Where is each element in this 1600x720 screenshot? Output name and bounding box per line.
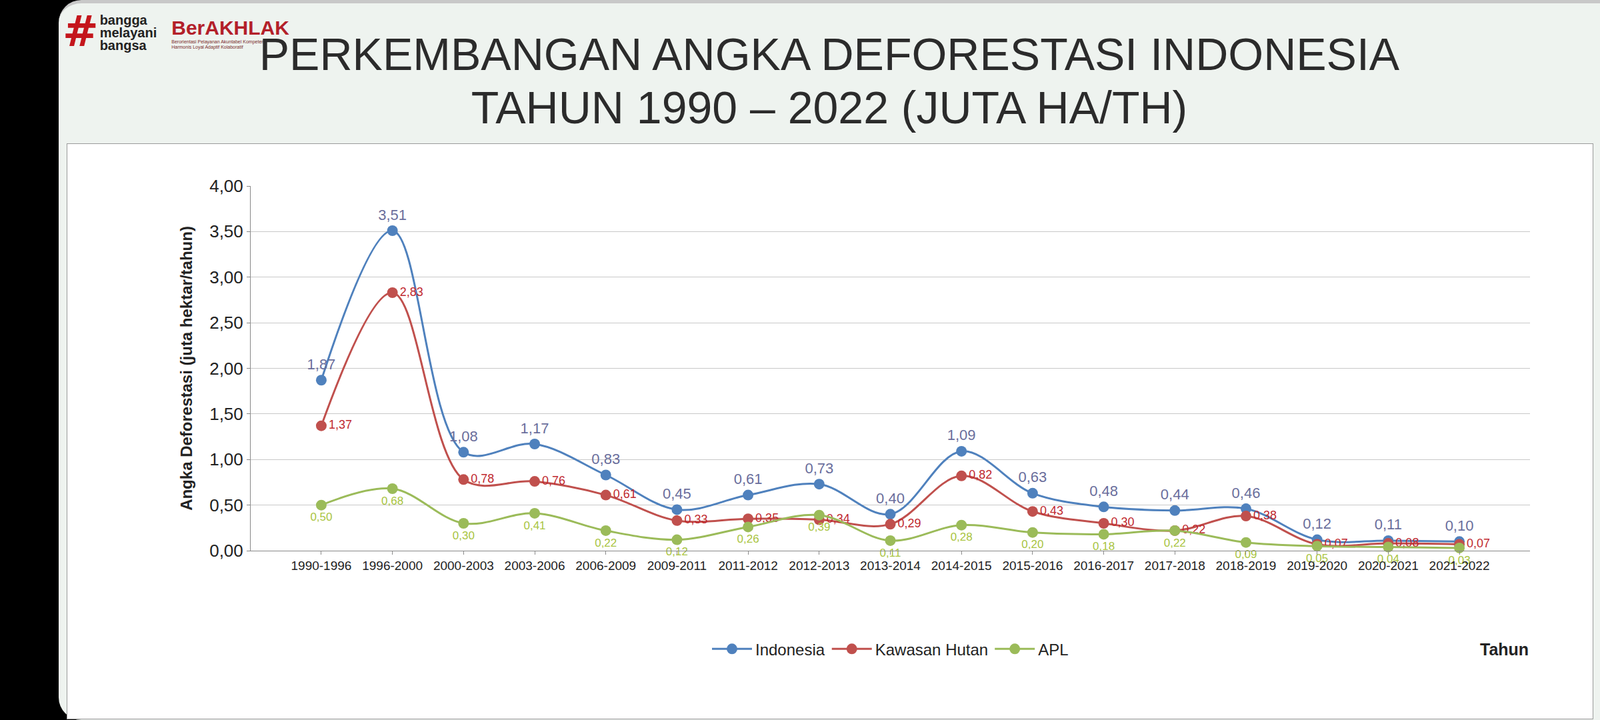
svg-text:0,22: 0,22	[594, 536, 617, 550]
svg-text:0,40: 0,40	[876, 490, 905, 507]
svg-text:0,11: 0,11	[880, 546, 902, 560]
svg-text:3,00: 3,00	[209, 267, 244, 288]
svg-text:0,76: 0,76	[542, 474, 566, 488]
html-text:bangga: bangga	[99, 12, 148, 28]
svg-text:2009-2011: 2009-2011	[647, 558, 707, 573]
svg-text:0,78: 0,78	[470, 472, 494, 486]
svg-text:2021-2022: 2021-2022	[1429, 558, 1490, 573]
svg-text:0,39: 0,39	[808, 520, 830, 534]
svg-text:0,07: 0,07	[1324, 536, 1348, 550]
svg-text:3,50: 3,50	[209, 221, 244, 242]
svg-text:0,11: 0,11	[1374, 516, 1402, 533]
html-text:bangsa: bangsa	[99, 38, 147, 53]
svg-text:2018-2019: 2018-2019	[1216, 558, 1277, 573]
svg-text:0,07: 0,07	[1466, 536, 1490, 550]
svg-text:0,61: 0,61	[734, 470, 763, 488]
svg-text:0,43: 0,43	[1040, 504, 1064, 518]
svg-text:0,83: 0,83	[591, 450, 620, 468]
svg-text:1,08: 1,08	[449, 428, 478, 445]
html-text:Berorientasi Pelayanan Akuntab: Berorientasi Pelayanan Akuntabel Kompete…	[171, 39, 265, 50]
svg-text:0,22: 0,22	[1164, 536, 1186, 550]
svg-text:1,17: 1,17	[520, 420, 550, 437]
svg-text:0,44: 0,44	[1160, 486, 1190, 503]
svg-text:1990-1996: 1990-1996	[291, 558, 352, 573]
svg-text:2015-2016: 2015-2016	[1002, 558, 1063, 573]
svg-text:0,38: 0,38	[1253, 508, 1277, 522]
svg-text:0,04: 0,04	[1377, 552, 1400, 566]
svg-text:0,20: 0,20	[1021, 538, 1044, 551]
svg-text:0,00: 0,00	[209, 540, 244, 561]
svg-text:0,48: 0,48	[1089, 482, 1118, 500]
svg-text:2019-2020: 2019-2020	[1286, 558, 1348, 573]
svg-text:0,08: 0,08	[1395, 536, 1419, 550]
svg-text:Indonesia: Indonesia	[755, 640, 826, 659]
svg-text:4,00: 4,00	[209, 176, 244, 196]
svg-text:2017-2018: 2017-2018	[1144, 558, 1206, 573]
svg-text:Kawasan Hutan: Kawasan Hutan	[875, 640, 988, 659]
svg-text:1,37: 1,37	[328, 418, 352, 432]
svg-text:0,34: 0,34	[826, 512, 850, 526]
html-text:BerAKHLAK: BerAKHLAK	[171, 16, 290, 39]
svg-text:APL: APL	[1038, 640, 1068, 659]
svg-text:2016-2017: 2016-2017	[1073, 558, 1134, 573]
svg-text:0,68: 0,68	[381, 494, 404, 508]
svg-text:0,03: 0,03	[1448, 554, 1471, 567]
svg-text:0,12: 0,12	[1302, 515, 1332, 532]
svg-text:2,83: 2,83	[400, 285, 424, 299]
svg-text:1,00: 1,00	[209, 449, 244, 470]
html-text:melayani: melayani	[99, 25, 157, 40]
svg-text:0,09: 0,09	[1234, 548, 1257, 561]
svg-text:0,50: 0,50	[209, 495, 244, 516]
svg-text:1,50: 1,50	[209, 404, 244, 424]
svg-text:2,00: 2,00	[209, 358, 244, 379]
svg-text:0,63: 0,63	[1018, 468, 1047, 486]
svg-text:0,41: 0,41	[523, 519, 546, 532]
svg-text:0,12: 0,12	[666, 545, 688, 558]
svg-text:2000-2003: 2000-2003	[433, 558, 494, 573]
svg-text:0,05: 0,05	[1306, 552, 1328, 565]
svg-text:0,50: 0,50	[310, 510, 332, 524]
svg-text:2020-2021: 2020-2021	[1358, 558, 1419, 573]
svg-text:0,30: 0,30	[452, 529, 475, 542]
svg-text:0,46: 0,46	[1232, 484, 1261, 502]
svg-text:0,26: 0,26	[737, 532, 760, 546]
svg-text:0,33: 0,33	[684, 512, 708, 526]
svg-text:Angka Deforestasi (juta hektar: Angka Deforestasi (juta hektar/tahun)	[177, 226, 196, 511]
svg-text:0,18: 0,18	[1092, 540, 1115, 553]
svg-text:2012-2013: 2012-2013	[788, 558, 850, 573]
svg-text:0,82: 0,82	[968, 468, 992, 482]
svg-text:0,35: 0,35	[755, 511, 779, 525]
svg-text:0,28: 0,28	[950, 530, 973, 544]
svg-text:2,50: 2,50	[209, 312, 244, 333]
svg-text:0,61: 0,61	[613, 487, 637, 501]
svg-text:0,10: 0,10	[1445, 517, 1474, 534]
svg-text:2011-2012: 2011-2012	[718, 558, 778, 573]
svg-text:0,29: 0,29	[898, 516, 922, 530]
svg-text:1,87: 1,87	[307, 356, 336, 373]
svg-text:2014-2015: 2014-2015	[931, 558, 992, 573]
svg-text:0,45: 0,45	[662, 485, 692, 502]
svg-text:2013-2014: 2013-2014	[860, 558, 921, 573]
html-text:TAHUN 1990 – 2022 (JUTA HA/TH): TAHUN 1990 – 2022 (JUTA HA/TH)	[471, 82, 1188, 133]
svg-text:0,22: 0,22	[1182, 522, 1206, 536]
svg-text:0,73: 0,73	[804, 460, 834, 477]
svg-text:Tahun: Tahun	[1480, 640, 1529, 659]
svg-text:1996-2000: 1996-2000	[362, 558, 423, 573]
svg-text:2003-2006: 2003-2006	[504, 558, 566, 573]
svg-text:3,51: 3,51	[378, 206, 407, 224]
html-text:PERKEMBANGAN ANGKA DEFORESTASI: PERKEMBANGAN ANGKA DEFORESTASI INDONESIA	[259, 28, 1400, 80]
svg-text:2006-2009: 2006-2009	[575, 558, 636, 573]
svg-text:0,30: 0,30	[1111, 515, 1135, 529]
svg-text:1,09: 1,09	[947, 426, 976, 444]
